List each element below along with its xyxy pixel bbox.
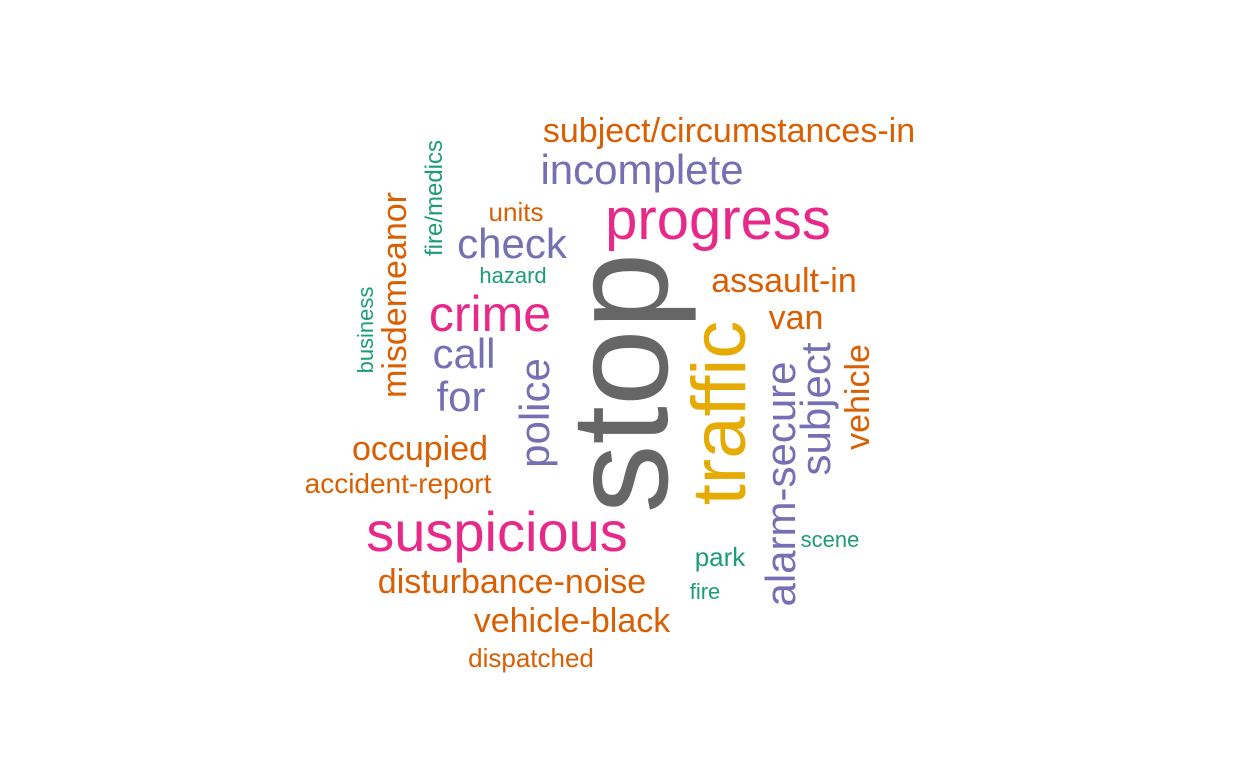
word-subject-circumstances-in: subject/circumstances-in — [542, 112, 916, 150]
word-subject: subject — [792, 342, 839, 476]
word-park: park — [694, 542, 746, 572]
word-call: call — [432, 330, 496, 377]
word-hazard: hazard — [479, 263, 547, 288]
word-traffic: traffic — [677, 320, 762, 506]
word-assault-in: assault-in — [711, 262, 857, 300]
word-stop: stop — [543, 252, 697, 514]
word-crime: crime — [428, 286, 552, 342]
word-units: units — [488, 197, 544, 227]
word-for: for — [436, 373, 486, 420]
word-fire: fire — [689, 579, 721, 604]
word-progress: progress — [605, 187, 831, 252]
word-occupied: occupied — [351, 430, 489, 468]
word-police: police — [511, 358, 558, 468]
word-vehicle: vehicle — [839, 344, 877, 450]
word-incomplete: incomplete — [540, 146, 744, 193]
word-fire-medics: fire/medics — [421, 139, 448, 257]
word-dispatched: dispatched — [468, 643, 594, 673]
word-disturbance-noise: disturbance-noise — [377, 563, 647, 601]
word-misdemeanor: misdemeanor — [376, 192, 414, 398]
word-vehicle-black: vehicle-black — [473, 602, 671, 640]
word-accident-report: accident-report — [304, 468, 492, 499]
word-business: business — [353, 286, 378, 374]
word-check: check — [457, 220, 567, 267]
word-van: van — [768, 299, 824, 337]
word-suspicious: suspicious — [366, 500, 628, 563]
word-scene: scene — [800, 527, 860, 552]
